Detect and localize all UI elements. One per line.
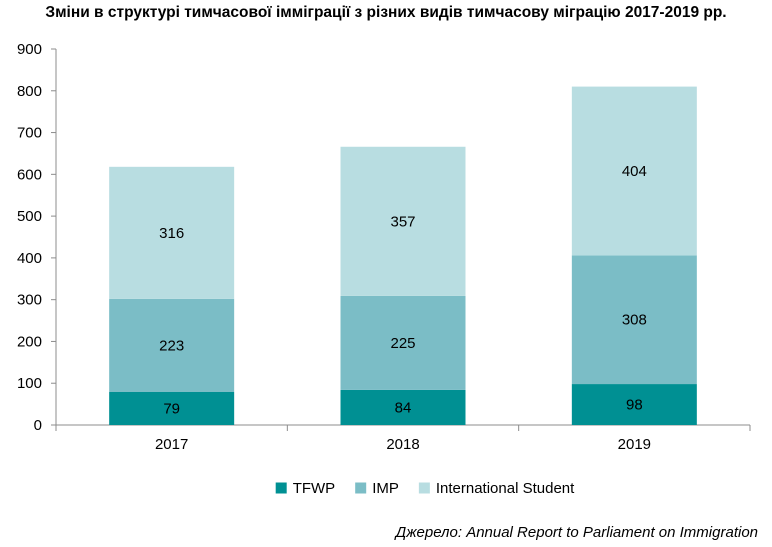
bar-segment-international-student bbox=[340, 146, 466, 296]
data-label: 316 bbox=[159, 225, 184, 242]
bar-segment-international-student bbox=[571, 86, 697, 256]
y-tick-label: 200 bbox=[17, 333, 42, 350]
data-label: 225 bbox=[390, 335, 415, 352]
bar-segment-imp bbox=[340, 295, 466, 390]
y-tick-label: 100 bbox=[17, 375, 42, 392]
data-label: 223 bbox=[159, 337, 184, 354]
legend-label: IMP bbox=[372, 480, 399, 497]
data-label: 404 bbox=[622, 163, 647, 180]
data-label: 79 bbox=[163, 400, 180, 417]
bar-segment-tfwp bbox=[340, 389, 466, 425]
bar-segment-international-student bbox=[109, 166, 235, 299]
legend-swatch-international-student bbox=[418, 482, 430, 494]
y-tick-label: 800 bbox=[17, 83, 42, 100]
data-label: 98 bbox=[626, 397, 643, 414]
y-tick-label: 600 bbox=[17, 166, 42, 183]
y-tick-label: 700 bbox=[17, 125, 42, 142]
legend-swatch-tfwp bbox=[275, 482, 287, 494]
bar-segment-tfwp bbox=[109, 391, 235, 425]
data-label: 84 bbox=[395, 399, 412, 416]
legend: TFWP IMP International Student bbox=[275, 480, 575, 497]
bar-segment-imp bbox=[109, 298, 235, 392]
y-tick-label: 900 bbox=[17, 41, 42, 58]
data-label: 308 bbox=[622, 312, 647, 329]
x-tick-label: 2017 bbox=[155, 436, 188, 453]
y-tick-label: 300 bbox=[17, 292, 42, 309]
x-tick-label: 2019 bbox=[618, 436, 651, 453]
legend-label: International Student bbox=[436, 480, 575, 497]
bar-segment-imp bbox=[571, 255, 697, 385]
legend-swatch-imp bbox=[355, 482, 367, 494]
y-axis: 0 100 200 300 400 500 600 700 800 900 bbox=[17, 41, 57, 434]
data-label: 357 bbox=[390, 213, 415, 230]
y-tick-label: 0 bbox=[34, 417, 42, 434]
x-axis: 2017 2018 2019 bbox=[55, 424, 751, 453]
bars: 79 223 316 84 225 357 98 308 404 bbox=[109, 86, 697, 425]
source-note: Джерело: Annual Report to Parliament on … bbox=[395, 524, 758, 541]
y-tick-label: 400 bbox=[17, 250, 42, 267]
legend-label: TFWP bbox=[293, 480, 336, 497]
y-tick-label: 500 bbox=[17, 208, 42, 225]
bar-segment-tfwp bbox=[571, 384, 697, 425]
chart-title: Зміни в структурі тимчасової імміграції … bbox=[45, 4, 727, 21]
x-tick-label: 2018 bbox=[386, 436, 419, 453]
